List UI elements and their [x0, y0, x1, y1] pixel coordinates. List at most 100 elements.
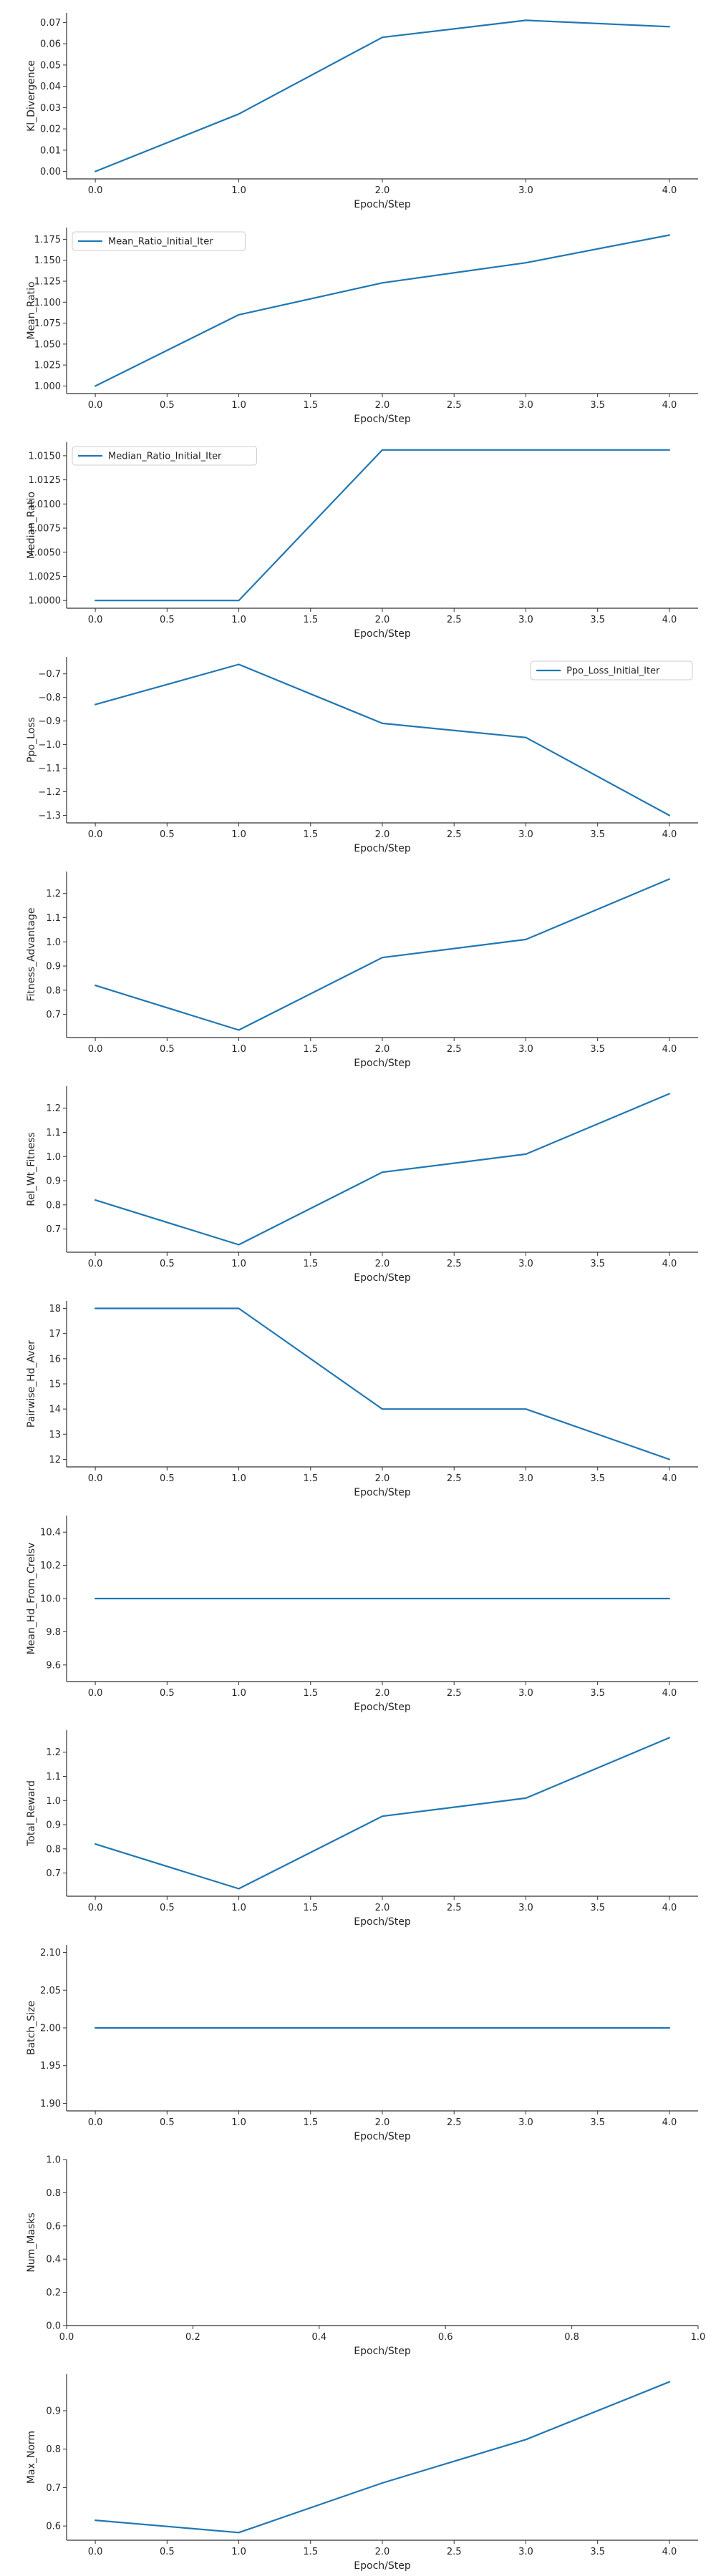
x-tick-label: 0.5	[160, 1473, 175, 1484]
x-tick-label: 0.4	[311, 2332, 326, 2343]
y-tick-label: 1.2	[46, 1747, 61, 1758]
y-axis-label: Kl_Divergence	[26, 60, 37, 132]
series-line	[95, 19, 671, 172]
x-tick-label: 1.5	[303, 1903, 318, 1913]
legend-label: Median_Ratio_Initial_Iter	[108, 452, 222, 462]
x-tick-label: 2.5	[447, 615, 462, 625]
x-tick-label: 2.0	[375, 400, 390, 411]
x-tick-label: 0.5	[160, 829, 175, 840]
y-tick-label: 12	[49, 1455, 61, 1465]
x-tick-label: 3.0	[518, 1903, 533, 1913]
y-tick-label: −1.2	[38, 787, 61, 798]
x-tick-label: 2.0	[375, 829, 390, 840]
x-tick-label: 4.0	[662, 1044, 677, 1055]
y-axis-label: Pairwise_Hd_Aver	[26, 1340, 37, 1428]
x-tick-label: 3.0	[518, 829, 533, 840]
y-tick-label: 1.000	[34, 381, 61, 392]
y-tick-label: 1.95	[40, 2061, 61, 2072]
x-tick-label: 2.0	[375, 2117, 390, 2128]
chart-mean-ratio: 0.0 0.5 1.0 1.5 2.0 2.5 3.0 3.5 4.0 1.000 1.025 1.0…	[26, 228, 698, 425]
y-tick-label: 1.025	[34, 361, 61, 371]
legend-box	[72, 446, 257, 466]
y-tick-label: 0.9	[46, 962, 61, 972]
x-tick-label: 2.0	[375, 1259, 390, 1269]
y-tick-label: 1.075	[34, 318, 61, 329]
y-axis-label: Mean_Hd_From_Crelsv	[26, 1543, 37, 1655]
y-tick-label: 0.04	[40, 82, 61, 92]
x-tick-label: 1.5	[303, 2117, 318, 2128]
y-tick-label: 1.1	[46, 1128, 61, 1138]
x-tick-label: 4.0	[662, 2117, 677, 2128]
x-tick-label: 1.0	[231, 1473, 246, 1484]
x-tick-label: 1.0	[231, 615, 246, 625]
y-tick-label: 1.0000	[29, 596, 62, 607]
y-axis-label: Fitness_Advantage	[26, 907, 37, 1001]
y-tick-label: −0.7	[38, 669, 61, 680]
x-tick-label: 3.0	[518, 1473, 533, 1484]
x-axis-label: Epoch/Step	[354, 2131, 411, 2142]
y-tick-label: 0.0	[46, 2321, 61, 2332]
y-tick-label: 0.8	[46, 1844, 61, 1855]
x-tick-label: 1.0	[231, 2117, 246, 2128]
chart-total-reward: 0.0 0.5 1.0 1.5 2.0 2.5 3.0 3.5 4.0 0.7 0.8 0.9 1.0 1…	[26, 1730, 698, 1928]
x-tick-label: 1.5	[303, 1044, 318, 1055]
y-tick-label: 1.0100	[29, 499, 62, 510]
x-tick-label: 2.5	[447, 400, 462, 411]
y-tick-label: 1.0075	[29, 524, 62, 535]
x-tick-label: 3.5	[590, 2117, 605, 2128]
x-tick-label: 2.0	[375, 615, 390, 625]
series-line	[95, 878, 671, 1031]
y-tick-label: 0.6	[46, 2522, 61, 2532]
y-tick-label: 0.6	[46, 2221, 61, 2232]
legend: Mean_Ratio_Initial_Iter	[72, 231, 246, 251]
y-tick-label: 0.7	[46, 2483, 61, 2494]
y-tick-label: 9.6	[46, 1660, 61, 1671]
series-line	[95, 449, 671, 602]
y-tick-label: −1.0	[38, 740, 61, 751]
y-tick-label: 0.9	[46, 1176, 61, 1187]
y-tick-label: 1.0025	[29, 572, 62, 582]
legend: Median_Ratio_Initial_Iter	[72, 446, 257, 466]
y-tick-label: 2.00	[40, 2024, 61, 2034]
x-tick-label: 3.5	[590, 615, 605, 625]
y-axis-label: Max_Norm	[26, 2431, 37, 2484]
x-tick-label: 3.0	[518, 1259, 533, 1269]
y-tick-label: 2.05	[40, 1986, 61, 1996]
x-tick-label: 2.5	[447, 2117, 462, 2128]
x-axis-label: Epoch/Step	[354, 1058, 411, 1069]
legend: Ppo_Loss_Initial_Iter	[530, 660, 693, 680]
x-tick-label: 2.5	[447, 1044, 462, 1055]
x-tick-label: 0.0	[88, 2117, 103, 2128]
x-tick-label: 4.0	[662, 1903, 677, 1913]
chart-fitness-advantage: 0.0 0.5 1.0 1.5 2.0 2.5 3.0 3.5 4.0 0.7 0.8 0.9 1.0 1…	[26, 872, 698, 1069]
x-tick-label: 2.5	[447, 1688, 462, 1699]
x-tick-label: 3.5	[590, 829, 605, 840]
series-line	[95, 234, 671, 387]
x-tick-label: 3.5	[590, 400, 605, 411]
y-tick-label: 0.05	[40, 60, 61, 71]
y-tick-label: 0.2	[46, 2288, 61, 2298]
chart-num-masks: 0.0 0.2 0.4 0.6 0.8 1.0 0.0 0.2 0.4 0.6 0.8 1.0 Epoc…	[26, 2155, 705, 2358]
x-tick-label: 0.0	[88, 1688, 103, 1699]
x-tick-label: 3.0	[518, 1688, 533, 1699]
x-tick-label: 3.5	[590, 1903, 605, 1913]
x-tick-label: 3.0	[518, 2547, 533, 2557]
y-axis-label: Median_Ratio	[26, 492, 37, 559]
x-tick-label: 0.5	[160, 2547, 175, 2557]
x-tick-label: 0.0	[88, 2547, 103, 2557]
x-tick-label: 2.5	[447, 1473, 462, 1484]
y-tick-label: 0.9	[46, 1820, 61, 1831]
x-tick-label: 3.5	[590, 1688, 605, 1699]
y-tick-label: 13	[49, 1430, 61, 1440]
x-tick-label: 1.0	[231, 829, 246, 840]
x-tick-label: 1.5	[303, 615, 318, 625]
x-tick-label: 0.5	[160, 1259, 175, 1269]
y-axis-label: Total_Reward	[26, 1780, 37, 1847]
y-tick-label: 0.8	[46, 2444, 61, 2455]
y-tick-label: 0.7	[46, 1010, 61, 1020]
x-tick-label: 1.0	[231, 2547, 246, 2557]
y-axis-label: Mean_Ratio	[26, 281, 37, 339]
x-tick-label: 3.5	[590, 1259, 605, 1269]
y-tick-label: −0.9	[38, 716, 61, 727]
x-tick-label: 3.0	[518, 400, 533, 411]
